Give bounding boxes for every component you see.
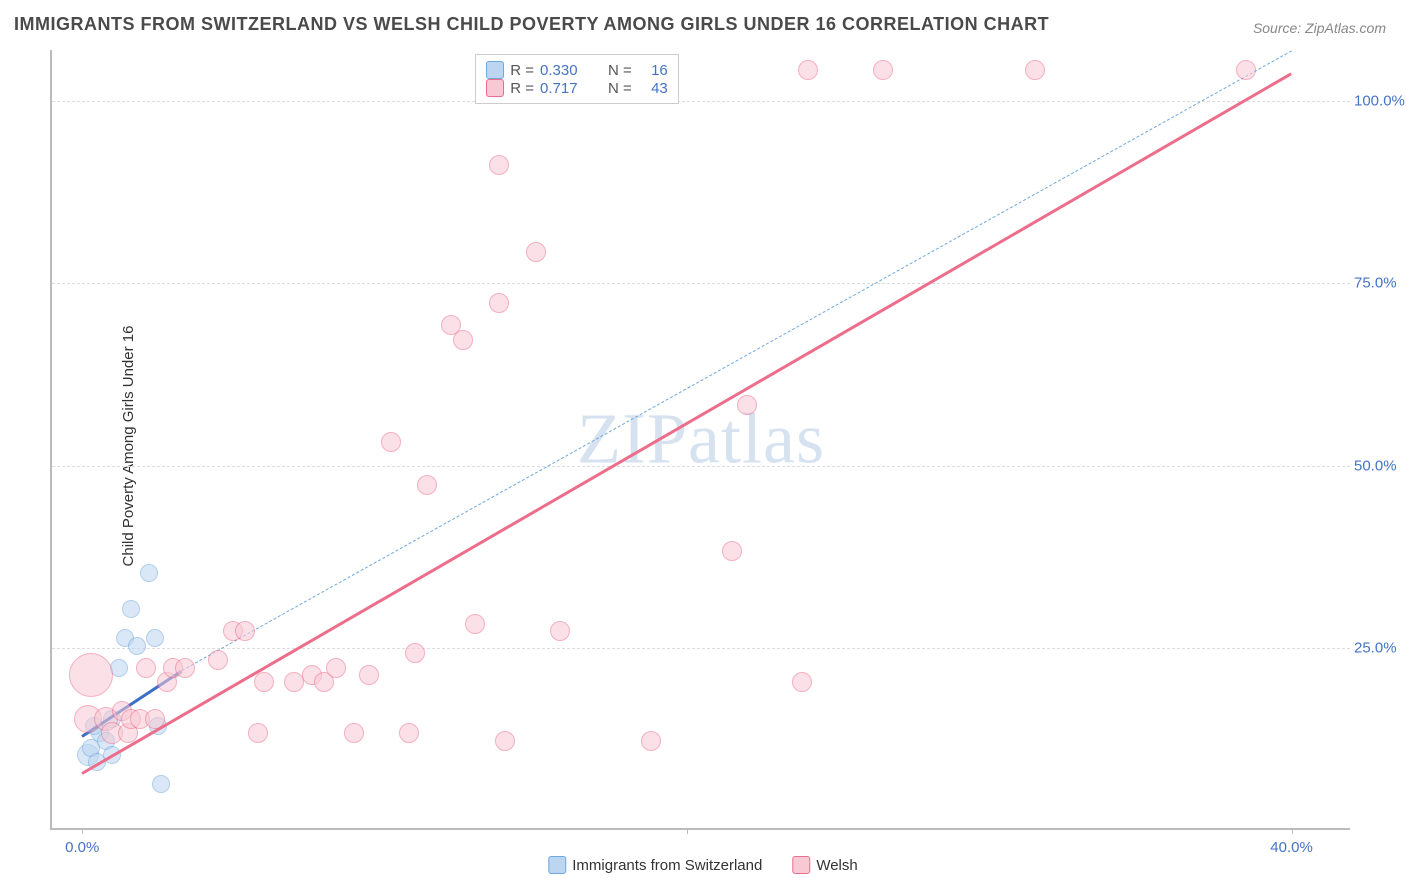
stats-legend-row: R = 0.717 N = 43 xyxy=(486,79,668,97)
legend-swatch xyxy=(792,856,810,874)
n-value: 43 xyxy=(638,80,668,97)
gridline xyxy=(52,466,1350,467)
gridline xyxy=(52,101,1350,102)
data-point-welsh xyxy=(1236,60,1256,80)
data-point-welsh xyxy=(248,723,268,743)
data-point-welsh xyxy=(1025,60,1045,80)
r-value: 0.330 xyxy=(540,62,590,79)
data-point-welsh xyxy=(550,621,570,641)
y-tick-label: 50.0% xyxy=(1354,457,1406,474)
data-point-welsh xyxy=(136,658,156,678)
data-point-welsh xyxy=(417,475,437,495)
legend-swatch xyxy=(486,61,504,79)
data-point-welsh xyxy=(453,330,473,350)
x-tick-label: 40.0% xyxy=(1270,839,1313,856)
x-tick-mark xyxy=(687,828,688,834)
legend-item-welsh: Welsh xyxy=(792,856,857,874)
r-label: R = xyxy=(510,62,534,79)
y-tick-label: 100.0% xyxy=(1354,93,1406,110)
data-point-welsh xyxy=(344,723,364,743)
legend-swatch xyxy=(548,856,566,874)
data-point-welsh xyxy=(873,60,893,80)
data-point-welsh xyxy=(381,432,401,452)
data-point-welsh xyxy=(326,658,346,678)
stats-legend-row: R = 0.330 N = 16 xyxy=(486,61,668,79)
plot-area: ZIPatlas 25.0%50.0%75.0%100.0%0.0%40.0%R… xyxy=(50,50,1350,830)
correlation-chart: IMMIGRANTS FROM SWITZERLAND VS WELSH CHI… xyxy=(0,0,1406,892)
data-point-switzerland xyxy=(128,637,146,655)
data-point-welsh xyxy=(792,672,812,692)
data-point-welsh xyxy=(722,541,742,561)
data-point-welsh xyxy=(359,665,379,685)
data-point-welsh xyxy=(489,293,509,313)
trend-line xyxy=(182,50,1292,670)
bottom-legend: Immigrants from Switzerland Welsh xyxy=(548,856,857,874)
watermark: ZIPatlas xyxy=(577,398,825,481)
data-point-welsh xyxy=(284,672,304,692)
data-point-welsh xyxy=(465,614,485,634)
data-point-welsh xyxy=(69,653,113,697)
stats-legend: R = 0.330 N = 16 R = 0.717 N = 43 xyxy=(475,54,679,104)
data-point-welsh xyxy=(526,242,546,262)
data-point-welsh xyxy=(208,650,228,670)
data-point-switzerland xyxy=(122,600,140,618)
data-point-welsh xyxy=(175,658,195,678)
r-label: R = xyxy=(510,80,534,97)
data-point-switzerland xyxy=(146,629,164,647)
data-point-welsh xyxy=(489,155,509,175)
chart-source: Source: ZipAtlas.com xyxy=(1253,20,1386,36)
chart-title: IMMIGRANTS FROM SWITZERLAND VS WELSH CHI… xyxy=(14,14,1049,35)
legend-swatch xyxy=(486,79,504,97)
x-tick-mark xyxy=(1292,828,1293,834)
data-point-welsh xyxy=(399,723,419,743)
data-point-switzerland xyxy=(152,775,170,793)
x-tick-label: 0.0% xyxy=(65,839,99,856)
legend-label: Welsh xyxy=(816,857,857,874)
trend-line xyxy=(81,72,1292,774)
data-point-welsh xyxy=(798,60,818,80)
x-tick-mark xyxy=(82,828,83,834)
data-point-welsh xyxy=(405,643,425,663)
r-value: 0.717 xyxy=(540,80,590,97)
n-label: N = xyxy=(608,80,632,97)
data-point-welsh xyxy=(495,731,515,751)
data-point-welsh xyxy=(737,395,757,415)
data-point-welsh xyxy=(235,621,255,641)
legend-label: Immigrants from Switzerland xyxy=(572,857,762,874)
data-point-switzerland xyxy=(140,564,158,582)
data-point-welsh xyxy=(254,672,274,692)
gridline xyxy=(52,283,1350,284)
data-point-welsh xyxy=(641,731,661,751)
n-label: N = xyxy=(608,62,632,79)
n-value: 16 xyxy=(638,62,668,79)
legend-item-switzerland: Immigrants from Switzerland xyxy=(548,856,762,874)
gridline xyxy=(52,648,1350,649)
y-tick-label: 25.0% xyxy=(1354,639,1406,656)
y-tick-label: 75.0% xyxy=(1354,275,1406,292)
